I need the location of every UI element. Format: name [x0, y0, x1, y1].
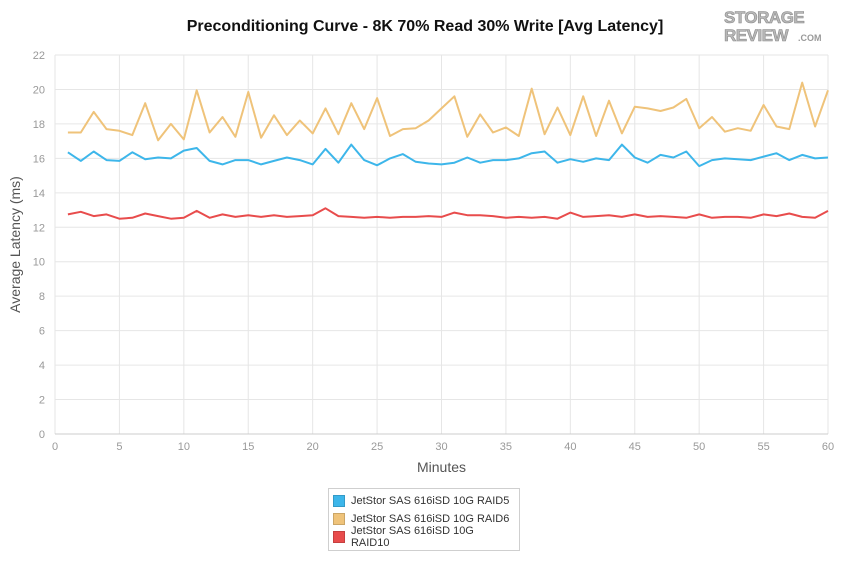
y-tick-label: 8 [39, 291, 45, 303]
chart-title: Preconditioning Curve - 8K 70% Read 30% … [186, 18, 664, 35]
svg-text:STORAGE: STORAGE [724, 8, 804, 27]
x-tick-label: 30 [435, 441, 447, 453]
x-tick-label: 40 [564, 441, 576, 453]
x-tick-label: 45 [629, 441, 641, 453]
legend-label-raid5: JetStor SAS 616iSD 10G RAID5 [351, 495, 510, 507]
y-tick-label: 20 [33, 84, 45, 96]
legend-item-raid6[interactable]: JetStor SAS 616iSD 10G RAID6 [333, 510, 515, 528]
legend-label-raid6: JetStor SAS 616iSD 10G RAID6 [351, 513, 510, 525]
x-tick-label: 15 [242, 441, 254, 453]
y-tick-label: 18 [33, 119, 45, 131]
legend-swatch-raid10 [333, 531, 345, 543]
legend-swatch-raid5 [333, 495, 345, 507]
y-tick-label: 14 [33, 188, 45, 200]
svg-text:REVIEW: REVIEW [724, 26, 790, 45]
y-tick-label: 4 [39, 360, 45, 372]
x-axis-label: Minutes [417, 459, 466, 475]
legend-label-raid10: JetStor SAS 616iSD 10G RAID10 [350, 525, 474, 549]
storagereview-logo: STORAGE REVIEW .COM [722, 6, 834, 46]
x-tick-label: 5 [116, 441, 122, 453]
y-tick-label: 2 [39, 395, 45, 407]
y-axis-label: Average Latency (ms) [7, 176, 23, 313]
x-tick-label: 35 [500, 441, 512, 453]
x-tick-label: 50 [693, 441, 705, 453]
x-tick-label: 60 [822, 441, 834, 453]
y-tick-label: 12 [33, 222, 45, 234]
legend-item-raid5[interactable]: JetStor SAS 616iSD 10G RAID5 [333, 492, 515, 510]
series-line-raid10 [67, 207, 829, 220]
y-tick-label: 22 [33, 50, 45, 62]
x-tick-label: 10 [178, 441, 190, 453]
x-tick-label: 55 [757, 441, 769, 453]
legend-swatch-raid6 [333, 513, 345, 525]
chart-legend: JetStor SAS 616iSD 10G RAID5 JetStor SAS… [328, 488, 520, 551]
x-tick-label: 20 [307, 441, 319, 453]
y-tick-label: 6 [39, 326, 45, 338]
y-tick-label: 16 [33, 153, 45, 165]
x-tick-label: 25 [371, 441, 383, 453]
series-line-raid6 [67, 81, 829, 142]
y-tick-label: 0 [39, 429, 45, 441]
svg-text:.COM: .COM [798, 33, 822, 43]
x-tick-label: 0 [52, 441, 58, 453]
series-line-raid5 [67, 143, 829, 168]
legend-item-raid10[interactable]: JetStor SAS 616iSD 10G RAID10 [333, 525, 515, 549]
y-tick-label: 10 [33, 257, 45, 269]
